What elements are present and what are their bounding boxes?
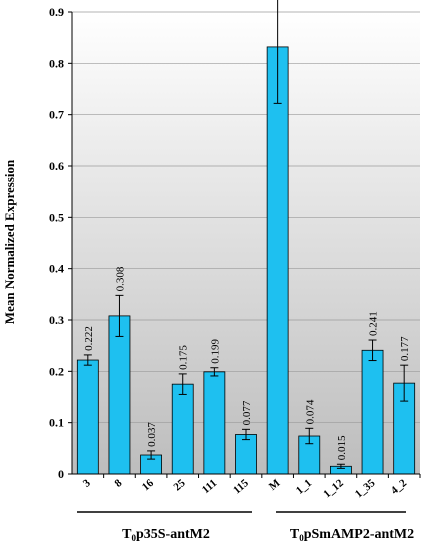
data-label: 0.175 bbox=[178, 345, 190, 370]
bar bbox=[171, 383, 194, 475]
group-label-2-rest: pSmAMP2-antM2 bbox=[304, 527, 414, 542]
y-tick-label: 0.5 bbox=[49, 210, 64, 224]
group-label-1-rest: p35S-antM2 bbox=[136, 527, 210, 542]
y-tick-label: 0 bbox=[58, 467, 64, 481]
data-label: 0.177 bbox=[399, 336, 411, 361]
bar bbox=[203, 371, 226, 475]
bar bbox=[266, 46, 289, 475]
y-tick-label: 0.2 bbox=[49, 364, 64, 378]
data-label: 0.199 bbox=[209, 338, 221, 363]
x-tick-label: 1_1 bbox=[294, 477, 314, 497]
x-tick-label: 4_2 bbox=[389, 477, 410, 497]
x-axis-labels: 3 8 16 25 111 115 M 1_1 1_12 1_35 4_2 bbox=[81, 474, 421, 501]
x-tick-label: 1_35 bbox=[353, 477, 378, 501]
bar bbox=[361, 349, 384, 475]
y-axis-title: Mean Normalized Expression bbox=[2, 159, 17, 324]
bar bbox=[235, 434, 257, 475]
group-label-2-main: T bbox=[290, 527, 300, 542]
data-label: 0.015 bbox=[336, 435, 348, 460]
y-tick-label: 0.3 bbox=[49, 313, 64, 327]
group-label-1-main: T bbox=[122, 527, 132, 542]
group-label-2-sub: 0 bbox=[299, 533, 304, 543]
y-tick-label: 0.7 bbox=[49, 108, 64, 122]
group-label-2: T0pSmAMP2-antM2 bbox=[290, 527, 414, 543]
bar bbox=[76, 359, 99, 475]
data-label: 0.074 bbox=[304, 399, 316, 424]
y-tick-label: 0.1 bbox=[49, 416, 64, 430]
data-label: 0.037 bbox=[146, 422, 158, 447]
data-label: 0.222 bbox=[83, 326, 95, 351]
y-tick-label: 0.9 bbox=[49, 5, 64, 19]
y-tick-label: 0.8 bbox=[49, 56, 64, 70]
x-tick-label: 16 bbox=[140, 477, 157, 494]
x-tick-label: 115 bbox=[231, 477, 251, 497]
group-label-1: T0p35S-antM2 bbox=[122, 527, 210, 543]
bars: 0.2220.3080.0370.1750.1990.0770.8320.074… bbox=[76, 0, 416, 475]
x-tick-label: M bbox=[267, 477, 283, 493]
x-tick-label: 3 bbox=[81, 477, 93, 490]
bar bbox=[108, 315, 131, 475]
group-label-1-sub: 0 bbox=[131, 533, 136, 543]
y-axis-ticks: 0 0.1 0.2 0.3 0.4 0.5 0.6 0.7 0.8 0.9 bbox=[49, 5, 72, 481]
x-tick-label: 111 bbox=[200, 477, 219, 496]
x-tick-label: 1_12 bbox=[321, 477, 346, 501]
y-tick-label: 0.6 bbox=[49, 159, 64, 173]
x-tick-label: 8 bbox=[112, 477, 124, 490]
y-tick-label: 0.4 bbox=[49, 262, 64, 276]
x-tick-label: 25 bbox=[172, 477, 189, 494]
data-label: 0.241 bbox=[368, 311, 380, 336]
data-label: 0.308 bbox=[114, 266, 126, 291]
data-label: 0.077 bbox=[241, 400, 253, 425]
